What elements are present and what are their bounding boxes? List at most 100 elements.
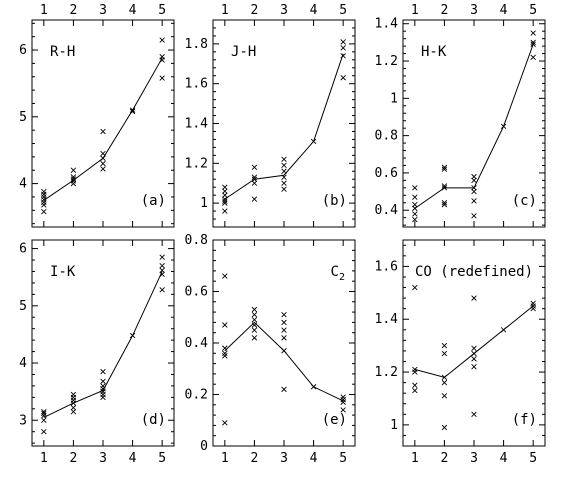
x-tick-label: 3 bbox=[99, 451, 107, 466]
data-point bbox=[412, 387, 418, 394]
data-point bbox=[441, 185, 448, 191]
data-point bbox=[441, 379, 448, 386]
chart-panel-2: 1 2 3 4 5 0.4 0.6 0.8 1 1.2 1.4 H-K (c) bbox=[375, 3, 546, 228]
chart-panel-1: 1 2 3 4 5 1 1.2 1.4 1.6 1.8 J-H (b) bbox=[185, 3, 356, 228]
data-point bbox=[100, 166, 106, 172]
data-point bbox=[70, 176, 77, 182]
panel-title: C2 bbox=[331, 264, 345, 283]
data-point bbox=[159, 271, 165, 278]
chart-panel-3: 1 2 3 4 5 3 4 5 6 I-K (d) bbox=[19, 239, 175, 466]
data-point bbox=[441, 200, 448, 206]
data-point bbox=[251, 180, 258, 186]
y-tick-label: 0.6 bbox=[185, 285, 208, 300]
y-tick-label: 3 bbox=[19, 413, 27, 428]
y-tick-label: 6 bbox=[19, 242, 27, 257]
data-point bbox=[340, 39, 346, 45]
panel-tag: (f) bbox=[512, 412, 537, 428]
panel-tag: (d) bbox=[141, 412, 166, 428]
data-point bbox=[129, 108, 136, 115]
data-point bbox=[471, 411, 477, 418]
data-point bbox=[100, 368, 106, 375]
data-point bbox=[159, 75, 165, 81]
data-point bbox=[100, 378, 106, 385]
y-tick-label: 4 bbox=[19, 177, 27, 192]
data-point bbox=[70, 404, 77, 411]
x-tick-label: 5 bbox=[339, 451, 347, 466]
data-point bbox=[310, 138, 317, 145]
data-point bbox=[41, 199, 47, 206]
y-tick-label: 1 bbox=[200, 196, 208, 211]
data-point bbox=[471, 173, 477, 180]
data-point bbox=[100, 160, 106, 167]
data-point bbox=[41, 410, 47, 417]
data-point bbox=[530, 300, 536, 307]
y-tick-label: 1.4 bbox=[185, 117, 209, 132]
data-point bbox=[471, 356, 477, 362]
x-tick-label: 2 bbox=[441, 3, 449, 18]
y-tick-label: 6 bbox=[19, 43, 27, 58]
data-point bbox=[70, 178, 77, 184]
data-point bbox=[281, 348, 287, 354]
y-tick-label: 0.6 bbox=[375, 166, 398, 181]
data-point bbox=[159, 37, 165, 43]
data-point bbox=[281, 174, 287, 180]
y-tick-label: 0.4 bbox=[375, 203, 399, 218]
panel-tag: (a) bbox=[141, 193, 166, 209]
panel-title: R-H bbox=[50, 44, 75, 60]
data-point bbox=[471, 198, 477, 204]
data-point bbox=[530, 54, 536, 61]
data-point bbox=[70, 167, 77, 173]
data-point bbox=[41, 412, 47, 419]
data-point bbox=[340, 45, 346, 51]
data-point bbox=[222, 350, 228, 357]
y-tick-label: 1.6 bbox=[185, 77, 208, 92]
data-point bbox=[412, 211, 418, 217]
mean-line bbox=[43, 271, 163, 418]
mean-line bbox=[414, 44, 534, 209]
data-point bbox=[251, 317, 258, 323]
x-tick-label: 5 bbox=[529, 451, 537, 466]
x-tick-label: 3 bbox=[99, 3, 107, 18]
panel-tag: (b) bbox=[322, 193, 347, 209]
data-point bbox=[70, 391, 77, 398]
data-point bbox=[412, 369, 418, 375]
data-point bbox=[222, 184, 228, 190]
data-point bbox=[251, 327, 258, 333]
y-tick-label: 1 bbox=[390, 91, 398, 106]
data-point bbox=[70, 180, 77, 187]
data-point bbox=[41, 194, 47, 200]
x-tick-label: 1 bbox=[411, 451, 419, 466]
chart-panel-0: 1 2 3 4 5 4 5 6 R-H (a) bbox=[19, 3, 175, 228]
panel-title-subscript: 2 bbox=[339, 272, 345, 283]
data-point bbox=[100, 150, 106, 157]
x-tick-label: 1 bbox=[221, 451, 229, 466]
data-point bbox=[530, 303, 536, 309]
y-tick-label: 1 bbox=[390, 418, 398, 433]
data-point bbox=[251, 196, 258, 202]
data-point bbox=[251, 322, 258, 328]
panel-title: H-K bbox=[421, 44, 447, 60]
y-tick-label: 0.8 bbox=[375, 129, 398, 144]
data-point bbox=[129, 107, 136, 113]
y-tick-label: 0 bbox=[200, 439, 208, 454]
x-tick-label: 5 bbox=[529, 3, 537, 18]
y-tick-label: 1.4 bbox=[375, 17, 399, 32]
data-point bbox=[530, 41, 536, 47]
data-point bbox=[340, 53, 346, 59]
x-tick-label: 2 bbox=[251, 451, 259, 466]
data-point bbox=[159, 254, 165, 260]
data-point bbox=[222, 208, 228, 214]
data-point bbox=[310, 384, 317, 390]
data-point bbox=[441, 164, 448, 171]
y-tick-label: 0.8 bbox=[185, 233, 208, 248]
x-tick-label: 2 bbox=[251, 3, 259, 18]
y-tick-label: 1.8 bbox=[185, 37, 208, 52]
x-tick-label: 1 bbox=[411, 3, 419, 18]
data-point bbox=[159, 263, 165, 269]
panel-title: I-K bbox=[50, 264, 76, 280]
data-point bbox=[222, 192, 228, 198]
data-point bbox=[281, 311, 287, 318]
data-point bbox=[281, 186, 287, 192]
data-point bbox=[412, 284, 418, 291]
y-tick-label: 5 bbox=[19, 110, 27, 125]
